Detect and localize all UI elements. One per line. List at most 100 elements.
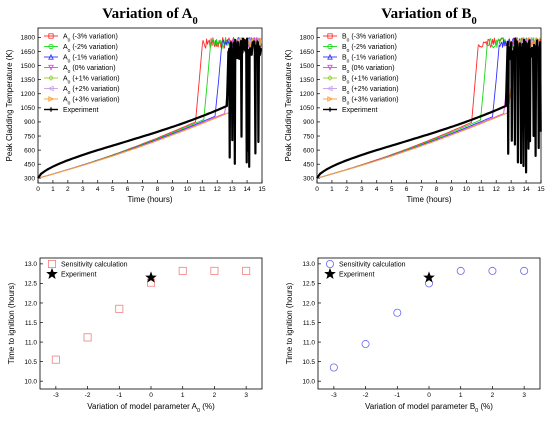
y-tick-label: 900 [303,119,314,126]
y-tick-label: 600 [24,147,35,154]
y-tick-label: 1500 [21,63,36,70]
chart-3: -3 -2 -1 0 1 2 3 10.0 10.5 11.0 11.5 12.0 12.5 13.0 Va… [7,257,263,414]
data-point [361,340,370,349]
data-point [115,304,124,313]
y-tick-label: 1350 [21,77,36,84]
legend-label: A0 (-3% variation) [63,33,118,43]
data-point [145,271,157,283]
y-tick-label: 10.0 [302,378,315,385]
data-point [51,355,60,364]
data-point [520,266,529,275]
y-tick-label: 300 [303,176,314,183]
x-tick-label: 4 [375,186,379,193]
legend-label: B0 (+3% variation) [342,96,399,106]
y-tick-label: 300 [24,176,35,183]
y-tick-label: 12.0 [302,300,315,307]
y-tick-label: 750 [24,133,35,140]
x-tick-label: 3 [360,186,364,193]
y-tick-label: 1050 [21,105,36,112]
x-tick-label: -3 [331,392,337,399]
data-point [210,266,219,275]
x-tick-label: 3 [522,392,526,399]
x-tick-label: -1 [394,392,400,399]
x-tick-label: 15 [537,186,545,193]
legend-marker [324,267,336,279]
y-tick-label: 12.5 [302,281,315,288]
x-tick-label: 12 [214,186,222,193]
x-tick-label: 14 [522,186,530,193]
legend-marker [325,259,334,268]
x-tick-label: 9 [171,186,175,193]
y-tick-label: 11.0 [303,339,316,346]
x-tick-label: 5 [111,186,115,193]
legend-marker [327,96,334,102]
legend: A0 (-3% variation)A0 (-2% variation)A0 (… [44,33,120,114]
x-tick-label: -3 [53,392,59,399]
legend-marker [48,43,54,50]
y-tick-label: 12.0 [24,300,37,307]
x-tick-label: 1 [330,186,334,193]
y-tick-label: 10.5 [24,359,37,366]
x-tick-label: -1 [116,392,122,399]
x-tick-label: 8 [156,186,160,193]
legend-marker [47,85,54,92]
x-tick-label: 0 [36,186,40,193]
data-point [393,308,402,317]
y-tick-label: 600 [303,147,314,154]
x-tick-label: 7 [141,186,145,193]
y-tick-label: 750 [303,133,314,140]
y-axis-label: Time to ignition (hours) [7,282,16,364]
legend-label: Experiment [342,107,377,114]
x-tick-label: 11 [478,186,485,193]
y-tick-label: 1200 [21,91,36,98]
legend-label: Sensitivity calculation [339,262,406,269]
x-axis-label: Variation of model parameter B0 (%) [365,402,493,414]
series-group [37,36,263,179]
legend-marker [327,64,333,71]
series-group [51,266,251,364]
x-tick-label: 6 [126,186,130,193]
x-tick-label: -2 [363,392,369,399]
legend-label: B0 (+2% variation) [342,86,399,96]
legend-marker [48,75,54,81]
legend-marker [327,33,333,39]
series-line [37,37,263,179]
legend-label: A0 (0% variation) [63,65,116,75]
legend-label: B0 (+1% variation) [342,75,399,85]
y-axis-label: Peak Cladding Temperature (K) [5,49,14,161]
x-tick-label: 15 [258,186,266,193]
data-point [488,266,497,275]
legend-label: A0 (+2% variation) [63,86,120,96]
x-tick-label: 1 [459,392,463,399]
data-point [83,333,92,342]
data-point [329,363,338,372]
legend-marker [327,53,333,60]
y-tick-label: 450 [303,162,314,169]
y-tick-label: 11.5 [303,320,316,327]
chart-4: -3 -2 -1 0 1 2 3 10.0 10.5 11.0 11.5 12.0 12.5 13.0 Va… [285,257,541,414]
legend-label: Experiment [63,107,98,114]
x-tick-label: 13 [508,186,516,193]
y-tick-label: 1650 [300,49,315,56]
data-point [242,266,251,275]
x-tick-label: 7 [420,186,424,193]
x-axis-label: Variation of model parameter A0 (%) [87,402,215,414]
x-tick-label: 3 [244,392,248,399]
x-tick-label: 3 [81,186,85,193]
series-group [145,271,157,283]
legend-label: B0 (0% variation) [342,65,395,75]
y-tick-label: 10.5 [302,359,315,366]
y-tick-label: 1350 [300,77,315,84]
y-tick-label: 12.5 [24,281,37,288]
legend-label: Experiment [61,272,96,279]
y-tick-label: 1050 [300,105,315,112]
y-tick-label: 900 [24,119,35,126]
legend-marker [326,85,333,92]
plot-frame [37,27,263,184]
x-tick-label: 14 [243,186,251,193]
legend-marker [48,53,54,60]
x-tick-label: 12 [493,186,501,193]
legend: Sensitivity calculation Experiment [46,259,128,279]
legend-marker [327,75,333,81]
